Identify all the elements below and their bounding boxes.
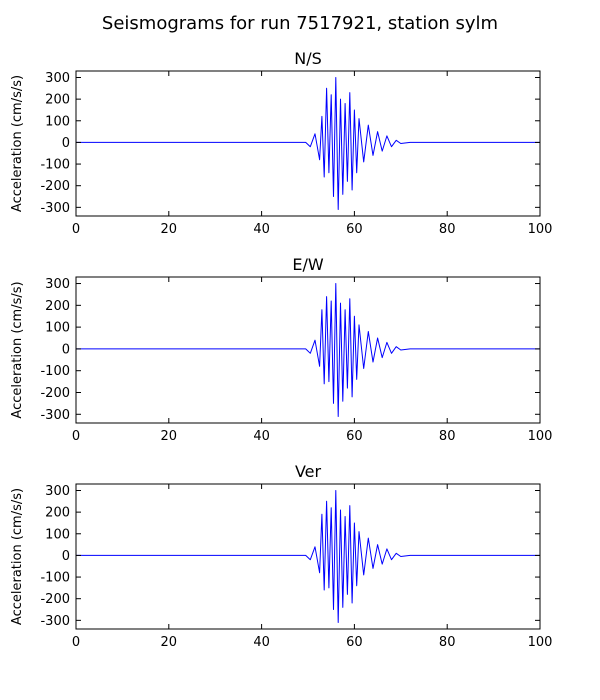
subplot-ver: Ver Acceleration (cm/s/s) 0 20 40 60 80 100 -300… (10, 462, 552, 650)
axes-frame-ns (75, 70, 541, 217)
y-tick-label: 100 (45, 114, 70, 129)
x-tick-label: 20 (161, 635, 178, 650)
x-tick-label: 0 (72, 222, 80, 237)
y-tick-label: 0 (62, 342, 70, 357)
subplot-ew: E/W Acceleration (cm/s/s) 0 20 40 60 80 100 -300… (10, 255, 552, 444)
x-tick-label: 100 (528, 635, 553, 650)
x-tick-label: 80 (439, 635, 456, 650)
y-tick-label: 300 (45, 484, 70, 499)
subplot-title-ns: N/S (294, 49, 322, 68)
y-tick-label: 100 (45, 321, 70, 336)
trace-ew (76, 283, 540, 417)
y-tick-label: -100 (40, 158, 70, 173)
y-tick-label: 200 (45, 93, 70, 108)
subplot-ns: N/S Acceleration (cm/s/s) 0 20 40 60 80 100 -300… (10, 49, 552, 237)
x-tick-label: 60 (346, 429, 363, 444)
x-tick-label: 40 (253, 429, 270, 444)
x-tick-label: 60 (346, 635, 363, 650)
x-tick-label: 0 (72, 635, 80, 650)
x-tick-label: 40 (253, 222, 270, 237)
y-tick-label: -200 (40, 179, 70, 194)
y-tick-label: -100 (40, 571, 70, 586)
x-tick-label: 100 (528, 222, 553, 237)
x-tick-label: 40 (253, 635, 270, 650)
y-tick-label: 0 (62, 549, 70, 564)
subplot-title-ver: Ver (295, 462, 322, 481)
x-tick-label: 0 (72, 429, 80, 444)
y-tick-label: 200 (45, 299, 70, 314)
x-tick-label: 20 (161, 429, 178, 444)
y-tick-label: -200 (40, 592, 70, 607)
trace-ver (76, 490, 540, 623)
y-tick-label: 200 (45, 506, 70, 521)
y-tick-label: -300 (40, 201, 70, 216)
x-tick-label: 100 (528, 429, 553, 444)
y-axis-label-ew: Acceleration (cm/s/s) (10, 281, 25, 418)
axes-frame-ew (75, 276, 541, 424)
axes-frame-ver (75, 483, 541, 630)
x-tick-label: 80 (439, 222, 456, 237)
x-tick-label: 80 (439, 429, 456, 444)
subplot-title-ew: E/W (292, 255, 324, 274)
y-tick-label: -300 (40, 614, 70, 629)
y-tick-label: -200 (40, 386, 70, 401)
y-tick-label: 100 (45, 527, 70, 542)
x-tick-label: 60 (346, 222, 363, 237)
y-tick-label: -100 (40, 364, 70, 379)
y-tick-label: 300 (45, 71, 70, 86)
figure-title: Seismograms for run 7517921, station syl… (102, 13, 498, 34)
y-tick-label: 300 (45, 277, 70, 292)
y-tick-label: -300 (40, 408, 70, 423)
y-tick-label: 0 (62, 136, 70, 151)
y-axis-label-ns: Acceleration (cm/s/s) (10, 75, 25, 212)
x-tick-label: 20 (161, 222, 178, 237)
trace-ns (76, 77, 540, 210)
y-axis-label-ver: Acceleration (cm/s/s) (10, 488, 25, 625)
